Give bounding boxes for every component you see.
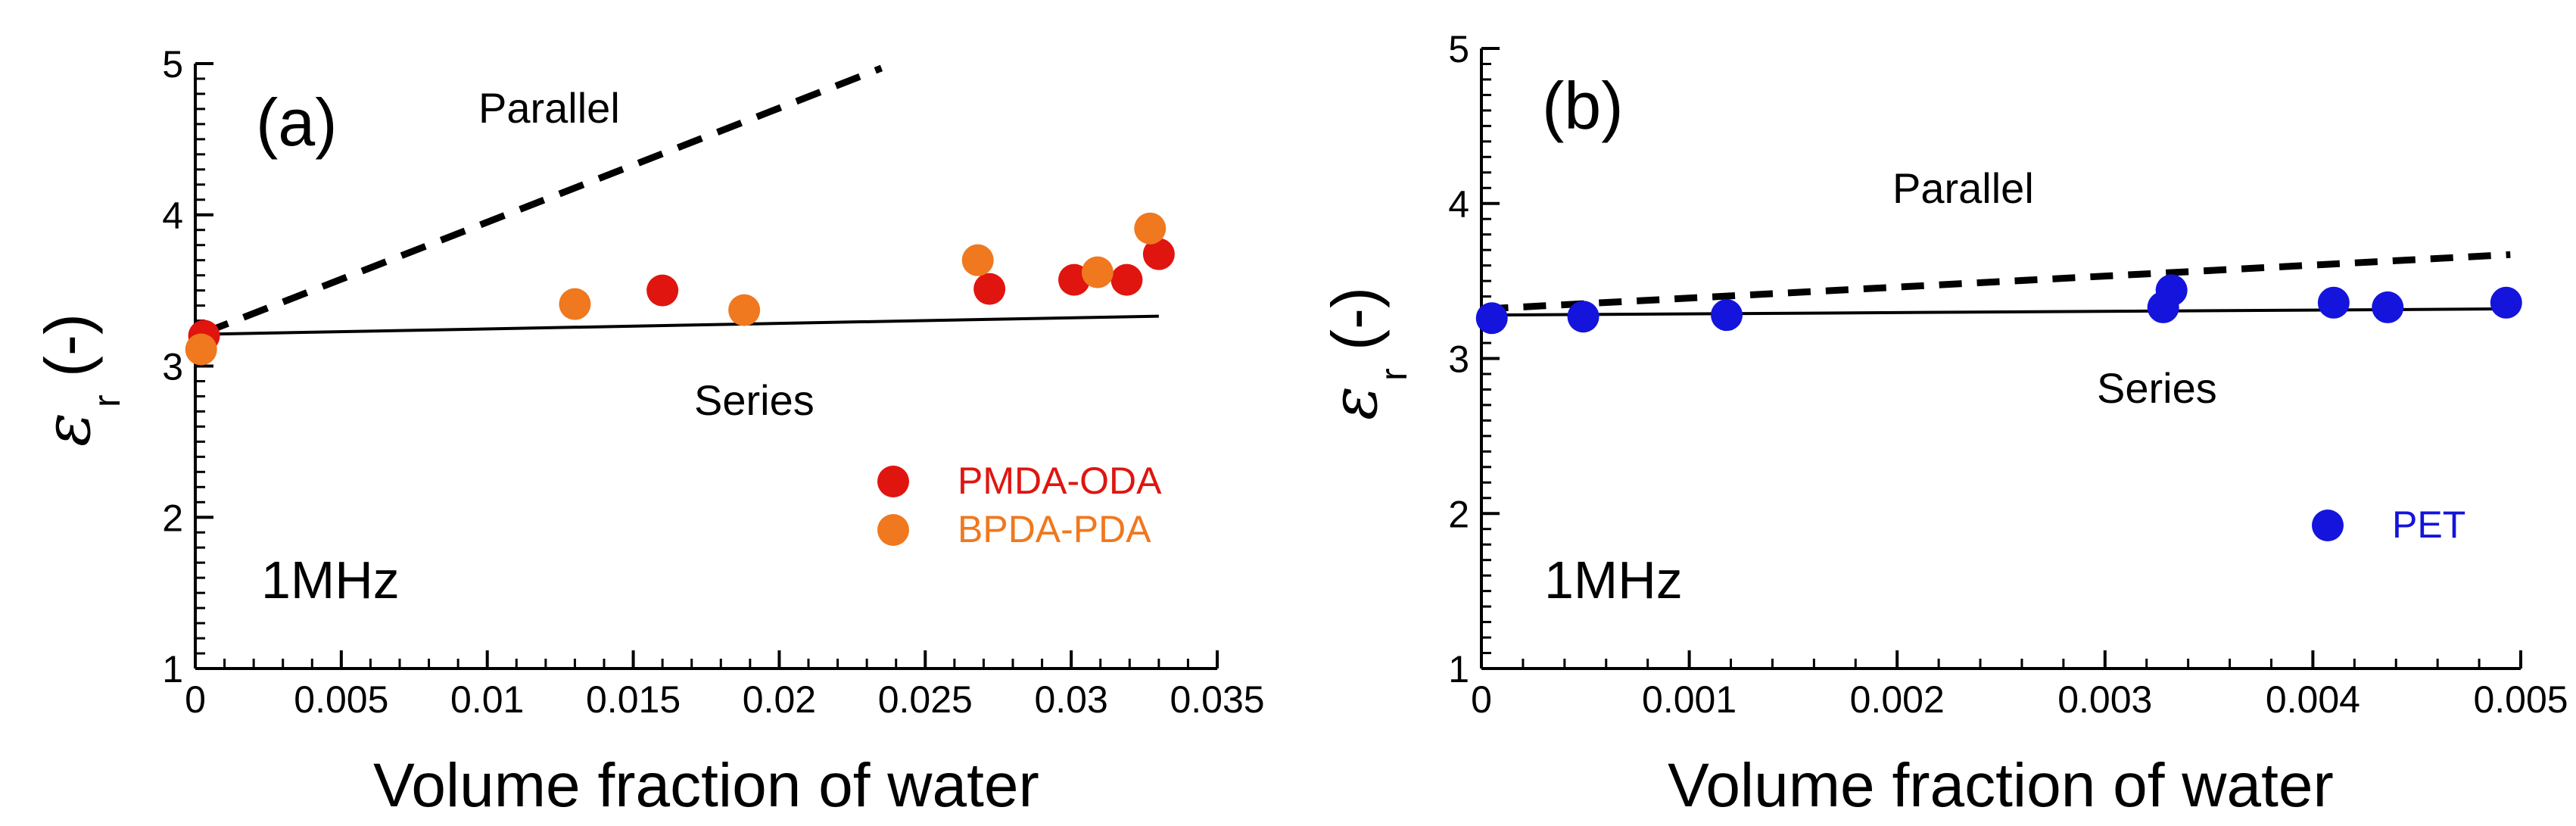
x-tick-label: 0.002: [1850, 678, 1945, 721]
x-tick-label: 0.001: [1642, 678, 1737, 721]
pmda-oda-point: [1142, 238, 1175, 270]
frequency-label: 1MHz: [1544, 550, 1683, 609]
pet-point: [2155, 274, 2188, 307]
x-tick-label: 0.025: [878, 678, 973, 721]
panel-label: (a): [256, 85, 338, 160]
x-tick-label: 0.003: [2057, 678, 2152, 721]
legend-label: PET: [2392, 503, 2465, 546]
x-tick-label: 0: [1471, 678, 1492, 721]
y-axis-title: εr (-): [1317, 287, 1415, 420]
panel-label: (b): [1542, 68, 1624, 143]
panel-b: 0 0.001 0.002 0.003 0.004 0.005 1 2 3 4 5 Parallel S…: [1317, 28, 2568, 820]
x-axis-title: Volume fraction of water: [1668, 751, 2334, 820]
y-tick-label: 4: [1448, 183, 1469, 226]
y-axis-unit: (-): [32, 313, 103, 377]
x-tick-label: 0.03: [1034, 678, 1107, 721]
bpda-pda-point: [559, 288, 591, 320]
y-tick-label: 4: [162, 195, 183, 237]
parallel-label: Parallel: [478, 84, 620, 132]
y-axis-subscript: r: [86, 394, 128, 407]
x-axis-title: Volume fraction of water: [373, 751, 1039, 820]
pmda-oda-point: [646, 274, 679, 307]
pet-point: [1567, 301, 1599, 333]
y-axis-symbol: ε: [30, 413, 104, 447]
legend-label: BPDA-PDA: [958, 508, 1151, 550]
pet-point: [2372, 291, 2404, 323]
bpda-pda-point: [728, 294, 761, 326]
x-tick-label: 0.005: [294, 678, 388, 721]
y-axis-symbol: ε: [1317, 386, 1391, 420]
legend-marker: [2312, 510, 2344, 541]
y-axis-subscript: r: [1372, 368, 1415, 381]
y-tick-label: 3: [162, 346, 183, 388]
x-tick-label: 0: [185, 678, 206, 721]
x-tick-label: 0.01: [450, 678, 524, 721]
legend-marker: [877, 514, 909, 546]
pmda-oda-point: [1110, 263, 1143, 296]
series-model-line: [204, 314, 1159, 336]
pmda-oda-point: [973, 273, 1006, 305]
x-tick-label: 0.004: [2266, 678, 2360, 721]
x-tick-label: 0.035: [1170, 678, 1264, 721]
legend-label: PMDA-ODA: [958, 460, 1162, 502]
x-tick-label: 0.015: [586, 678, 681, 721]
bpda-pda-point: [1134, 212, 1167, 245]
parallel-model-line: [1485, 251, 2511, 313]
bpda-pda-point: [185, 333, 217, 366]
pet-point: [2317, 286, 2350, 319]
y-tick-label: 1: [1448, 648, 1469, 690]
pet-point: [2490, 286, 2522, 319]
y-tick-label: 1: [162, 648, 183, 690]
x-tick-label: 0.02: [743, 678, 816, 721]
series-label: Series: [694, 376, 815, 424]
y-tick-label: 2: [1448, 493, 1469, 535]
y-tick-label: 2: [162, 497, 183, 539]
bpda-pda-point: [961, 244, 994, 276]
y-tick-label: 5: [1448, 28, 1469, 70]
panel-a: 0 0.005 0.01 0.015 0.02 0.025 0.03 0.035 1 2 3 4 5 Pa…: [30, 43, 1265, 820]
bpda-pda-point: [1081, 256, 1114, 288]
x-tick-label: 0.005: [2473, 678, 2568, 721]
pet-point: [1711, 299, 1743, 332]
y-axis-unit: (-): [1319, 287, 1390, 351]
series-model-line: [1485, 307, 2511, 317]
pet-point: [1475, 302, 1508, 335]
series-label: Series: [2097, 364, 2217, 412]
frequency-label: 1MHz: [261, 550, 400, 609]
parallel-label: Parallel: [1892, 164, 2034, 212]
y-axis-title: εr (-): [30, 313, 128, 447]
y-tick-label: 5: [162, 43, 183, 86]
legend-marker: [877, 466, 909, 497]
parallel-model-line: [202, 64, 883, 336]
y-tick-label: 3: [1448, 338, 1469, 381]
